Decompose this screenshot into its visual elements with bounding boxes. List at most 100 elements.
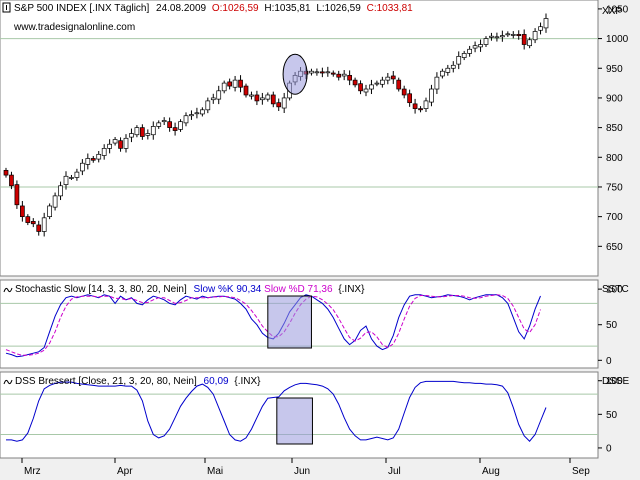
candle-body (510, 34, 516, 36)
candle-body (532, 31, 538, 41)
y-tick-label: 50 (606, 410, 618, 421)
candle-body (232, 79, 238, 88)
y-tick-label: 100 (606, 376, 623, 387)
candle-body (396, 79, 402, 90)
candle-body (178, 121, 183, 130)
svg-text:DSS Bressert [Close, 21, 3, 20: DSS Bressert [Close, 21, 3, 20, 80, Nein… (15, 376, 261, 387)
candle-body (450, 64, 456, 69)
candle-body (265, 94, 271, 100)
x-tick-label: Apr (117, 466, 133, 477)
candle-body (254, 94, 260, 102)
candle-body (385, 76, 391, 81)
y-tick-label: 50 (606, 320, 618, 331)
dss-name-label: DSS Bressert [Close, 21, 3, 20, 80, Nein… (15, 376, 197, 387)
candle-body (347, 75, 352, 81)
high-label: H:1035,81 (264, 3, 311, 14)
close-label: C:1033,81 (367, 3, 414, 14)
candle-body (47, 205, 52, 217)
y-tick-label: 1000 (606, 34, 629, 45)
dss-lines (6, 380, 547, 445)
stoch-k-label: Slow %K 90,34 (194, 284, 262, 295)
candle-body (472, 45, 478, 49)
candle-body (205, 100, 211, 111)
svg-text:S&P 500 INDEX [.INX Täglich]: S&P 500 INDEX [.INX Täglich] 24.08.2009 … (14, 3, 413, 14)
x-tick-label: Mrz (24, 466, 41, 477)
candle-body (494, 36, 500, 39)
candle-body (30, 221, 36, 225)
stoch-annotation-box (267, 295, 312, 349)
watermark: www.tradesignalonline.com (13, 22, 135, 33)
candle-body (505, 33, 511, 36)
main-header: S&P 500 INDEX [.INX Täglich] 24.08.2009 … (2, 2, 413, 33)
y-tick-label: 750 (606, 182, 623, 193)
price-candles (3, 13, 549, 237)
candle-body (63, 175, 69, 185)
candle-body (194, 112, 200, 115)
candle-body (123, 137, 129, 149)
series-line (5, 294, 541, 356)
x-tick-label: Jun (294, 466, 310, 477)
candle-body (527, 39, 532, 47)
candle-body (483, 38, 489, 45)
candle-body (369, 84, 374, 90)
candle-body (210, 97, 216, 101)
candle-body (276, 102, 282, 108)
y-tick-label: 900 (606, 93, 623, 104)
candle-body (418, 108, 423, 111)
candle-body (14, 184, 20, 206)
candle-body (58, 185, 63, 197)
main-y-axis: 650 700 750 800 850 900 950 1000 1050 (598, 4, 629, 253)
candle-body (249, 94, 254, 97)
candle-body (478, 44, 483, 48)
candle-body (538, 26, 543, 31)
main-guide-lines (0, 38, 598, 188)
candle-body (407, 93, 412, 104)
candle-body (358, 83, 363, 92)
candle-body (330, 72, 336, 75)
candle-body (412, 103, 418, 109)
candle-body (167, 121, 172, 128)
candle-body (320, 71, 325, 74)
date-label: 24.08.2009 (156, 3, 206, 14)
candle-body (25, 216, 31, 223)
x-tick-label: Jul (388, 466, 401, 477)
chart-menu-icon[interactable] (2, 2, 11, 13)
main-plot-area[interactable] (0, 0, 599, 277)
candle-body (281, 97, 287, 109)
candle-body (52, 195, 58, 208)
candle-body (112, 139, 118, 144)
candle-body (314, 71, 320, 74)
candle-body (227, 81, 232, 87)
candle-body (309, 70, 314, 74)
candle-body (390, 75, 396, 80)
candle-body (96, 153, 102, 160)
candle-body (363, 88, 369, 93)
stoch-header: Stochastic Slow [14, 3, 3, 80, 20, Nein]… (3, 284, 365, 295)
candle-body (183, 115, 189, 124)
candle-body (238, 79, 243, 88)
candle-body (90, 158, 96, 161)
y-tick-label: 0 (606, 443, 612, 454)
dss-axis-symbol: DSSE (602, 376, 630, 387)
main-axis-symbol: XXP (602, 6, 622, 17)
candle-body (380, 79, 385, 85)
candle-body (101, 148, 107, 156)
candle-body (161, 120, 167, 123)
indicator-wave-icon (3, 379, 13, 385)
candle-body (221, 82, 227, 92)
candle-body (20, 205, 25, 217)
candle-body (145, 133, 151, 136)
candle-body (429, 88, 434, 103)
stoch-suffix-label: {.INX} (338, 284, 365, 295)
candle-body (423, 100, 429, 109)
open-label: O:1026,59 (212, 3, 259, 14)
stoch-d-label: Slow %D 71,36 (264, 284, 333, 295)
candle-body (129, 133, 134, 138)
low-label: L:1026,59 (316, 3, 361, 14)
series-line (6, 380, 547, 442)
candle-body (374, 82, 380, 85)
svg-text:Stochastic Slow [14, 3, 3, 80,: Stochastic Slow [14, 3, 3, 80, 20, Nein]… (15, 284, 365, 295)
dss-header: DSS Bressert [Close, 21, 3, 20, 80, Nein… (3, 376, 261, 387)
candle-body (500, 35, 505, 38)
x-axis: Mrz Apr Mai Jun Jul Aug Sep (21, 458, 590, 477)
